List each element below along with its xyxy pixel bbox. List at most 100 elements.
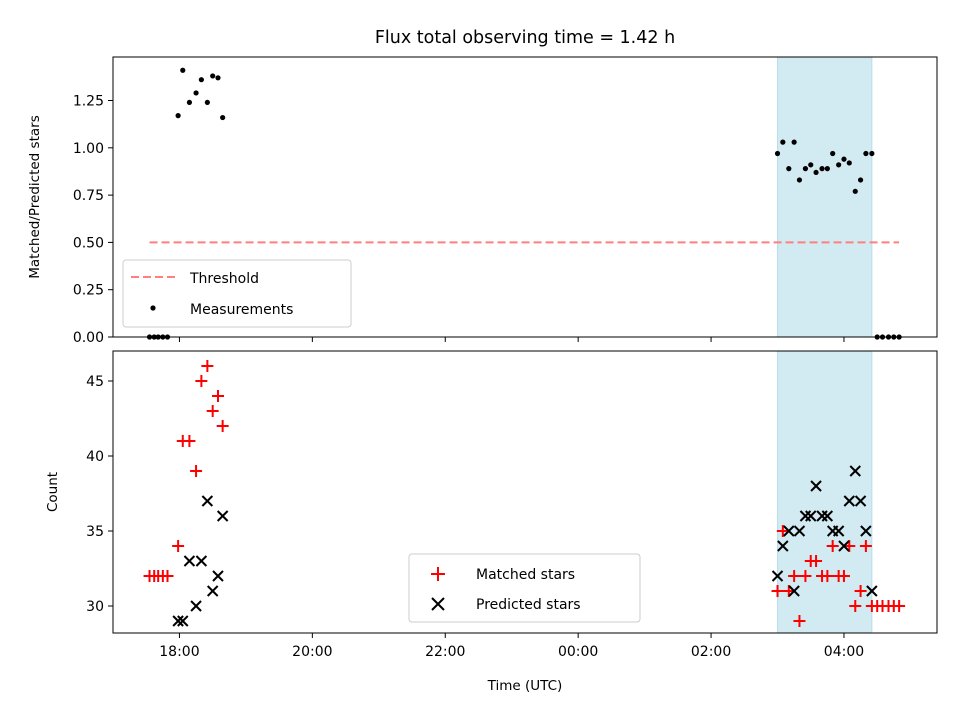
- y-tick-label: 0.25: [73, 283, 104, 299]
- measurement-point: [210, 73, 216, 79]
- y-tick-label: 40: [86, 449, 104, 465]
- predicted-star-point: [821, 510, 834, 522]
- measurement-point: [791, 139, 797, 145]
- figure-title: Flux total observing time = 1.42 h: [375, 28, 675, 48]
- matched-star-point: [771, 585, 784, 597]
- measurement-point: [824, 166, 830, 172]
- predicted-star-point: [832, 525, 845, 537]
- predicted-star-point: [849, 465, 861, 477]
- predicted-stars-points: [172, 465, 878, 627]
- legend-matched-swatch: [431, 567, 445, 581]
- legend-predicted-label: Predicted stars: [476, 597, 581, 613]
- measurement-point: [813, 169, 819, 176]
- predicted-star-point: [195, 555, 208, 567]
- measurement-point: [796, 177, 803, 183]
- matched-star-point: [793, 615, 806, 627]
- predicted-star-point: [777, 540, 789, 552]
- measurement-point: [836, 162, 842, 168]
- matched-star-point: [172, 540, 185, 552]
- matched-star-point: [211, 390, 224, 402]
- bottom-legend: Matched stars Predicted stars: [408, 553, 641, 623]
- x-tick-label: 22:00: [425, 644, 465, 660]
- matched-stars-points: [143, 360, 906, 627]
- measurement-point: [808, 162, 814, 168]
- measurement-point: [869, 150, 875, 157]
- measurement-point: [180, 67, 186, 73]
- y-tick-label: 0.50: [73, 235, 104, 251]
- top-legend-box: [122, 259, 352, 328]
- measurement-point: [830, 150, 836, 157]
- measurement-point: [863, 150, 869, 157]
- predicted-star-point: [177, 615, 189, 627]
- matched-star-point: [854, 585, 867, 597]
- legend-measurements-label: Measurements: [190, 302, 293, 318]
- predicted-star-point: [838, 540, 850, 552]
- measurement-point: [198, 77, 204, 83]
- predicted-star-point: [866, 585, 878, 597]
- measurement-point: [204, 99, 210, 106]
- measurement-point: [857, 177, 864, 183]
- top-legend: Threshold Measurements: [122, 259, 352, 328]
- predicted-star-point: [805, 510, 817, 522]
- matched-star-point: [826, 540, 839, 552]
- bottom-y-axis-label: Count: [45, 472, 61, 512]
- measurement-point: [852, 188, 858, 194]
- top-shaded-span: [777, 56, 873, 338]
- matched-star-point: [183, 435, 196, 447]
- predicted-star-point: [771, 570, 784, 582]
- matched-star-point: [821, 570, 834, 582]
- matched-star-point: [776, 525, 789, 537]
- predicted-star-point: [793, 525, 806, 537]
- top-y-ticks: 0.00 0.25 0.50 0.75 1.00 1.25: [73, 94, 113, 346]
- matched-star-point: [788, 570, 801, 582]
- predicted-star-point: [843, 495, 855, 507]
- predicted-star-point: [206, 585, 219, 597]
- matched-star-point: [195, 375, 208, 387]
- measurement-point: [186, 99, 193, 106]
- measurement-point: [193, 90, 199, 96]
- y-tick-label: 1.00: [73, 141, 104, 157]
- bottom-y-ticks: 30 35 40 45: [86, 374, 113, 615]
- matched-star-point: [893, 600, 906, 612]
- matched-star-point: [859, 540, 872, 552]
- predicted-star-point: [212, 570, 224, 582]
- top-x-ticks: [178, 337, 845, 342]
- predicted-star-point: [860, 525, 872, 537]
- measurement-points: [146, 67, 902, 340]
- predicted-star-point: [216, 510, 229, 522]
- matched-star-point: [190, 465, 203, 477]
- matched-star-point: [849, 600, 862, 612]
- measurement-point: [846, 160, 852, 166]
- matched-star-point: [810, 555, 823, 567]
- y-tick-label: 0.00: [73, 330, 104, 346]
- predicted-star-point: [201, 495, 214, 507]
- predicted-star-point: [854, 495, 867, 507]
- predicted-star-point: [190, 600, 202, 612]
- bottom-axes-frame: [112, 350, 938, 634]
- measurement-point: [215, 75, 221, 81]
- legend-threshold-label: Threshold: [189, 271, 259, 287]
- measurement-point: [802, 166, 809, 172]
- measurement-point: [841, 156, 847, 162]
- measurement-point: [175, 113, 181, 119]
- x-tick-label: 00:00: [558, 644, 598, 660]
- matched-star-point: [799, 570, 812, 582]
- legend-matched-label: Matched stars: [476, 567, 575, 583]
- measurement-point: [774, 150, 781, 157]
- bottom-legend-box: [408, 553, 641, 623]
- y-tick-label: 0.75: [73, 188, 104, 204]
- bottom-x-ticks: 18:00 20:00 22:00 00:00 02:00 04:00: [159, 633, 864, 660]
- y-tick-label: 30: [86, 599, 104, 615]
- x-axis-label: Time (UTC): [487, 678, 563, 694]
- y-tick-label: 1.25: [73, 94, 104, 110]
- x-tick-label: 20:00: [292, 644, 332, 660]
- top-y-axis-label: Matched/Predicted stars: [27, 115, 43, 278]
- legend-measurements-swatch: [150, 305, 156, 311]
- predicted-star-point: [183, 555, 196, 567]
- matched-star-point: [216, 420, 229, 432]
- y-tick-label: 45: [86, 374, 104, 390]
- measurement-point: [819, 166, 825, 172]
- matched-star-point: [837, 570, 850, 582]
